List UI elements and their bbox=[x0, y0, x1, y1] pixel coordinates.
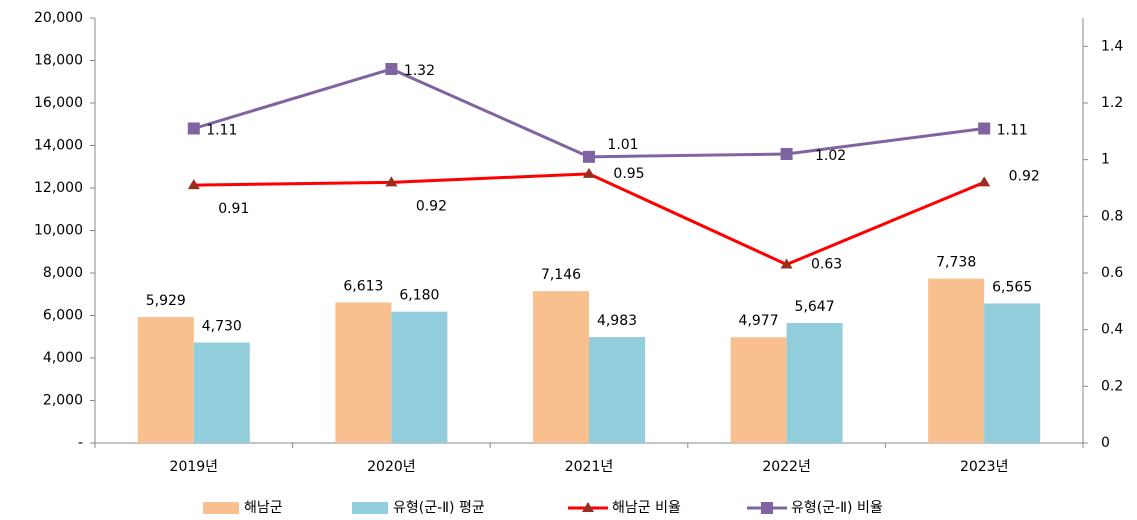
marker bbox=[978, 122, 991, 135]
bar bbox=[928, 278, 985, 443]
line-value-label: 1.02 bbox=[815, 148, 846, 164]
line-value-label: 1.11 bbox=[206, 123, 237, 139]
y-tick-label: 6,000 bbox=[43, 308, 83, 324]
line-value-label: 1.32 bbox=[404, 63, 435, 79]
y2-tick-label: 1.4 bbox=[1101, 38, 1123, 54]
marker bbox=[978, 176, 991, 187]
legend-label: 해남군 bbox=[244, 500, 283, 516]
y-tick-label: 8,000 bbox=[43, 265, 83, 281]
y-tick-label: 4,000 bbox=[43, 350, 83, 366]
bar-value-label: 5,647 bbox=[795, 299, 835, 315]
y2-tick-label: 1.2 bbox=[1101, 95, 1123, 111]
bar-value-label: 4,730 bbox=[202, 318, 242, 334]
bar bbox=[335, 302, 392, 443]
marker bbox=[385, 176, 398, 187]
bar bbox=[730, 337, 787, 443]
legend-label: 유형(군-Ⅱ) 평균 bbox=[393, 500, 485, 516]
line-value-label: 1.01 bbox=[607, 137, 638, 153]
line-value-label: 0.63 bbox=[811, 257, 842, 273]
y-tick-label: 14,000 bbox=[34, 138, 83, 154]
line bbox=[193, 67, 985, 159]
marker bbox=[187, 122, 200, 135]
legend-marker bbox=[761, 502, 773, 514]
y2-tick-label: 0.4 bbox=[1101, 322, 1123, 338]
line-value-label: 0.91 bbox=[218, 201, 249, 217]
marker bbox=[780, 148, 793, 160]
bar-value-label: 6,565 bbox=[992, 279, 1032, 295]
y2-tick-label: 0.6 bbox=[1101, 265, 1123, 281]
line-value-label: 0.92 bbox=[416, 198, 447, 214]
line bbox=[193, 172, 985, 267]
y2-tick-label: 0.2 bbox=[1101, 378, 1123, 394]
legend-label: 해남군 비율 bbox=[612, 500, 681, 516]
marker bbox=[385, 63, 398, 75]
bar-value-label: 4,983 bbox=[597, 313, 637, 329]
y-tick-label: 18,000 bbox=[34, 53, 83, 69]
legend-swatch bbox=[203, 502, 239, 514]
y2-tick-label: 0.8 bbox=[1101, 208, 1123, 224]
legend-marker bbox=[582, 502, 594, 512]
y-tick-label: 16,000 bbox=[34, 95, 83, 111]
marker bbox=[187, 179, 200, 190]
x-tick-label: 2023년 bbox=[960, 459, 1009, 475]
y-tick-label: 20,000 bbox=[34, 10, 83, 26]
y-tick-label: - bbox=[78, 435, 83, 451]
bar-value-label: 5,929 bbox=[146, 293, 186, 309]
marker bbox=[583, 150, 595, 163]
x-tick-label: 2022년 bbox=[762, 459, 811, 475]
y2-tick-label: 0 bbox=[1101, 435, 1110, 451]
y2-tick-label: 1 bbox=[1101, 152, 1110, 168]
x-tick-label: 2020년 bbox=[367, 459, 416, 475]
x-tick-label: 2021년 bbox=[565, 459, 614, 475]
bar-value-label: 6,613 bbox=[343, 278, 383, 294]
bar bbox=[137, 317, 194, 443]
bar bbox=[786, 323, 843, 443]
bar-value-label: 7,738 bbox=[936, 255, 976, 271]
y-tick-label: 10,000 bbox=[34, 223, 83, 239]
legend-label: 유형(군-Ⅱ) 비율 bbox=[791, 500, 883, 516]
line-value-label: 1.11 bbox=[997, 123, 1028, 139]
y-tick-label: 2,000 bbox=[43, 393, 83, 409]
bar-value-label: 6,180 bbox=[399, 288, 439, 304]
bar bbox=[193, 342, 250, 443]
bar-value-label: 7,146 bbox=[541, 267, 581, 283]
x-tick-label: 2019년 bbox=[170, 459, 219, 475]
bar bbox=[589, 337, 645, 443]
y-tick-label: 12,000 bbox=[34, 180, 83, 196]
line-value-label: 0.92 bbox=[1009, 168, 1040, 184]
bar bbox=[984, 303, 1041, 443]
bar bbox=[533, 291, 589, 443]
bar-value-label: 4,977 bbox=[739, 313, 779, 329]
line-value-label: 0.95 bbox=[613, 166, 644, 182]
bar bbox=[391, 311, 448, 443]
marker bbox=[583, 167, 595, 178]
legend-swatch bbox=[352, 502, 388, 514]
marker bbox=[780, 258, 793, 269]
